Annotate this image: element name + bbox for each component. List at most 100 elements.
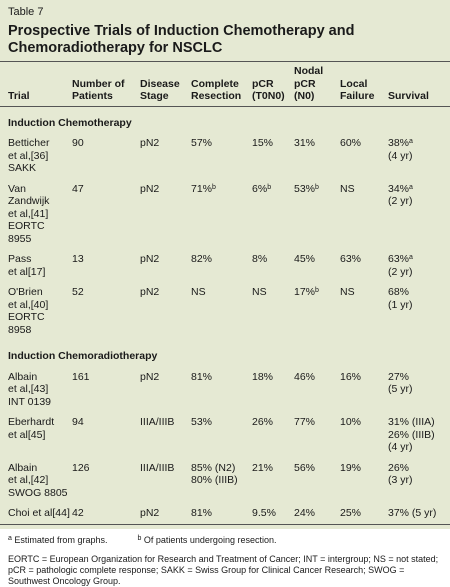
cell-line: 34%a bbox=[388, 183, 448, 196]
cell-text: 8% bbox=[252, 253, 268, 265]
table-cell: 46% bbox=[294, 367, 340, 413]
table-cell: pN2 bbox=[140, 179, 191, 250]
cell-text: SAKK bbox=[8, 162, 37, 174]
section-title: Induction Chemotherapy bbox=[8, 116, 132, 129]
table-cell: 94 bbox=[72, 412, 140, 458]
cell-text: (2 yr) bbox=[388, 265, 413, 278]
cell-line: 6%b bbox=[252, 183, 292, 196]
header-row: Trial Number of Patients Disease Stage Comple… bbox=[0, 61, 450, 107]
cell-text: Stage bbox=[140, 90, 169, 102]
cell-text: 9.5% bbox=[252, 507, 276, 519]
cell-line: (5 yr) bbox=[388, 383, 448, 396]
cell-line: 57% bbox=[191, 137, 250, 150]
cell-text: 63% bbox=[388, 253, 410, 265]
cell-line: EORTC 8958 bbox=[8, 311, 70, 336]
cell-line: 68% bbox=[388, 286, 448, 299]
cell-text: 56% bbox=[294, 461, 316, 474]
table: Trial Number of Patients Disease Stage Comple… bbox=[0, 61, 450, 525]
cell-line: 13 bbox=[72, 253, 138, 266]
cell-line: 82% bbox=[191, 253, 250, 266]
footnote-mark: a bbox=[8, 534, 12, 542]
table-cell: 18% bbox=[252, 367, 294, 413]
cell-text: IIIA/IIIB bbox=[140, 416, 175, 428]
cell-line: 19% bbox=[340, 462, 386, 475]
cell-text: 38% bbox=[388, 137, 410, 149]
cell-line: Failure bbox=[340, 90, 386, 103]
cell-line: 77% bbox=[294, 416, 338, 429]
cell-text: 15% bbox=[252, 137, 274, 149]
column-header: Nodal pCR (N0) bbox=[294, 61, 340, 107]
table-cell: 81% bbox=[191, 503, 252, 525]
cell-line: Number of bbox=[72, 78, 138, 91]
table-cell: 10% bbox=[340, 412, 388, 458]
cell-text: 31% bbox=[294, 137, 316, 149]
cell-line: et al[17] bbox=[8, 266, 70, 279]
cell-text: et al[45] bbox=[8, 428, 46, 441]
cell-line: pCR bbox=[294, 78, 338, 91]
cell-text: (4 yr) bbox=[388, 441, 413, 453]
cell-line: Choi et al[44] bbox=[8, 507, 70, 520]
table-cell: 63%a (2 yr) bbox=[388, 249, 450, 282]
cell-text: pN2 bbox=[140, 137, 160, 149]
table-cell: Betticher et al,[36] SAKK bbox=[0, 133, 72, 179]
cell-line: (2 yr) bbox=[388, 195, 448, 208]
table-cell: pN2 bbox=[140, 249, 191, 282]
table-cell: 31% bbox=[294, 133, 340, 179]
cell-text: 63% bbox=[340, 253, 362, 265]
table-cell: 21% bbox=[252, 458, 294, 504]
cell-text: 126 bbox=[72, 461, 90, 474]
cell-text: pCR bbox=[294, 77, 316, 90]
table-cell: 53%b bbox=[294, 179, 340, 250]
table-cell: 52 bbox=[72, 282, 140, 340]
table-cell: 8% bbox=[252, 249, 294, 282]
cell-line: 53% bbox=[191, 416, 250, 429]
cell-line: IIIA/IIIB bbox=[140, 416, 189, 429]
superscript: b bbox=[267, 183, 272, 191]
table-cell: 26% (3 yr) bbox=[388, 458, 450, 504]
cell-text: Trial bbox=[8, 90, 30, 102]
superscript: b bbox=[315, 287, 319, 294]
table-cell: 15% bbox=[252, 133, 294, 179]
table-cell: 126 bbox=[72, 458, 140, 504]
cell-text: 13 bbox=[72, 253, 84, 265]
table-cell: IIIA/IIIB bbox=[140, 458, 191, 504]
cell-line: Trial bbox=[8, 90, 70, 103]
table-panel: Table 7 Prospective Trials of Induction … bbox=[0, 0, 450, 529]
table-cell: 53% bbox=[191, 412, 252, 458]
table-cell: Van Zandwijk et al,[41] EORTC 8955 bbox=[0, 179, 72, 250]
data-row: Choi et al[44] 42 pN2 81% 9.5% 24% 25% 37% (5 y… bbox=[0, 503, 450, 525]
cell-text: 19% bbox=[340, 461, 362, 474]
table-cell: 31% (IIIA) 26% (IIIB) (4 yr) bbox=[388, 412, 450, 458]
data-row: Albain et al,[42] SWOG 8805 126 IIIA/IIIB 85%… bbox=[0, 458, 450, 504]
cell-line: pN2 bbox=[140, 183, 189, 196]
cell-line: IIIA/IIIB bbox=[140, 462, 189, 475]
cell-text: Albain bbox=[8, 461, 38, 474]
cell-line: (4 yr) bbox=[388, 150, 448, 163]
cell-line: EORTC 8955 bbox=[8, 220, 70, 245]
cell-line: 42 bbox=[72, 507, 138, 520]
cell-text: et al,[42] bbox=[8, 474, 49, 486]
cell-line: 27% bbox=[388, 371, 448, 384]
cell-text: Eberhardt bbox=[8, 416, 55, 428]
section-title: Induction Chemoradiotherapy bbox=[8, 350, 158, 362]
cell-text: 81% bbox=[191, 507, 213, 519]
column-header: Survival bbox=[388, 61, 450, 107]
table-cell: pN2 bbox=[140, 503, 191, 525]
cell-line: 45% bbox=[294, 253, 338, 266]
column-header: Disease Stage bbox=[140, 61, 191, 107]
cell-text: 18% bbox=[252, 370, 274, 383]
table-cell: Choi et al[44] bbox=[0, 503, 72, 525]
cell-line: Resection bbox=[191, 90, 250, 103]
cell-text: 6% bbox=[252, 182, 268, 195]
table-body: Induction Chemotherapy Betticher et al,[36… bbox=[0, 106, 450, 525]
table-cell: pN2 bbox=[140, 367, 191, 413]
cell-line: 24% bbox=[294, 507, 338, 520]
table-cell: 42 bbox=[72, 503, 140, 525]
cell-text: Betticher bbox=[8, 137, 50, 149]
cell-line: SWOG 8805 bbox=[8, 487, 70, 500]
cell-text: 10% bbox=[340, 416, 362, 428]
table-cell: Albain et al,[43] INT 0139 bbox=[0, 367, 72, 413]
table-cell: 24% bbox=[294, 503, 340, 525]
cell-line: NS bbox=[252, 286, 292, 299]
